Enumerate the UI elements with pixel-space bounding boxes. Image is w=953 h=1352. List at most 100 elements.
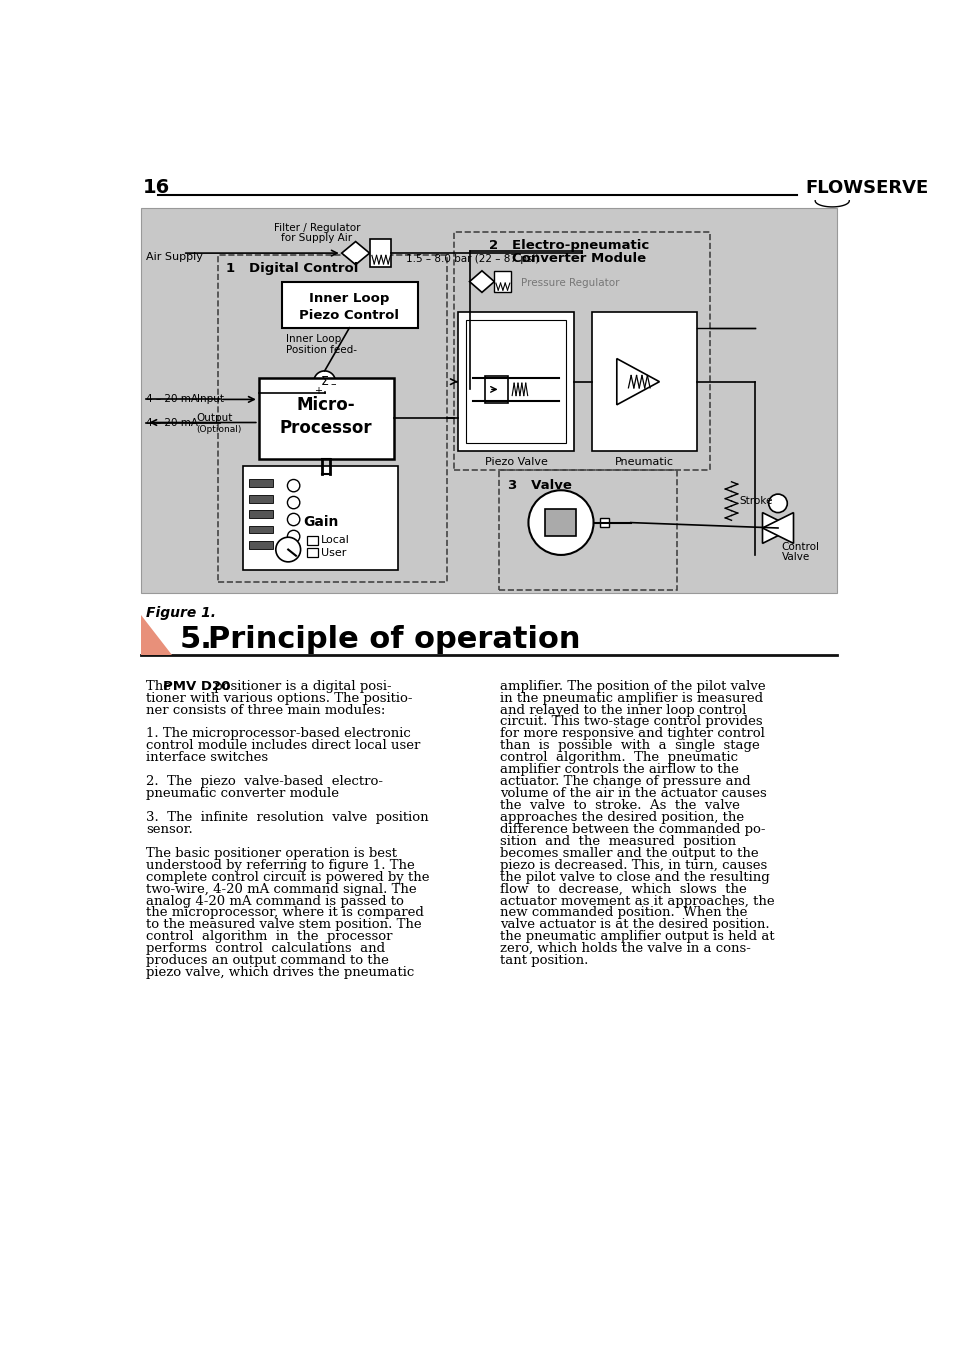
Bar bbox=[282, 281, 417, 327]
Bar bbox=[218, 254, 447, 581]
Bar bbox=[457, 312, 574, 452]
Text: 1.5 – 8.0 bar (22 – 87 psi): 1.5 – 8.0 bar (22 – 87 psi) bbox=[406, 254, 538, 264]
Text: and relayed to the inner loop control: and relayed to the inner loop control bbox=[499, 703, 745, 717]
Text: in the pneumatic amplifier is measured: in the pneumatic amplifier is measured bbox=[499, 692, 762, 704]
Text: control module includes direct local user: control module includes direct local use… bbox=[146, 740, 420, 752]
Polygon shape bbox=[617, 358, 659, 404]
Circle shape bbox=[314, 370, 335, 392]
Text: control  algorithm  in  the  processor: control algorithm in the processor bbox=[146, 930, 393, 944]
Text: –: – bbox=[330, 379, 335, 389]
Text: the  valve  to  stroke.  As  the  valve: the valve to stroke. As the valve bbox=[499, 799, 739, 813]
Text: Valve: Valve bbox=[781, 552, 809, 562]
Bar bbox=[249, 541, 273, 549]
Text: 4 – 20 mA: 4 – 20 mA bbox=[146, 395, 198, 404]
Text: tioner with various options. The positio-: tioner with various options. The positio… bbox=[146, 692, 413, 704]
Text: Principle of operation: Principle of operation bbox=[208, 625, 580, 654]
Text: actuator movement as it approaches, the: actuator movement as it approaches, the bbox=[499, 895, 774, 907]
Bar bbox=[141, 208, 836, 594]
Bar bbox=[494, 270, 511, 292]
Text: 5.: 5. bbox=[179, 625, 213, 654]
Text: new commanded position.  When the: new commanded position. When the bbox=[499, 906, 746, 919]
Circle shape bbox=[287, 530, 299, 542]
Text: complete control circuit is powered by the: complete control circuit is powered by t… bbox=[146, 871, 430, 884]
Bar bbox=[307, 548, 317, 557]
Text: 2.  The  piezo  valve-based  electro-: 2. The piezo valve-based electro- bbox=[146, 775, 383, 788]
Text: for more responsive and tighter control: for more responsive and tighter control bbox=[499, 727, 764, 741]
Bar bbox=[369, 239, 391, 266]
Text: Pressure Regulator: Pressure Regulator bbox=[520, 279, 618, 288]
Text: difference between the commanded po-: difference between the commanded po- bbox=[499, 823, 764, 836]
Text: than  is  possible  with  a  single  stage: than is possible with a single stage bbox=[499, 740, 759, 752]
Circle shape bbox=[768, 493, 786, 512]
Text: Air Supply: Air Supply bbox=[146, 251, 203, 262]
Bar bbox=[249, 526, 273, 534]
Text: The: The bbox=[146, 680, 175, 692]
Text: Filter / Regulator: Filter / Regulator bbox=[274, 223, 359, 234]
Text: flow  to  decrease,  which  slows  the: flow to decrease, which slows the bbox=[499, 883, 746, 895]
Text: Inner Loop: Inner Loop bbox=[286, 334, 341, 345]
Text: piezo valve, which drives the pneumatic: piezo valve, which drives the pneumatic bbox=[146, 967, 415, 979]
Text: sensor.: sensor. bbox=[146, 823, 193, 836]
Text: amplifier controls the airflow to the: amplifier controls the airflow to the bbox=[499, 764, 738, 776]
Bar bbox=[243, 466, 397, 571]
Bar bbox=[454, 231, 709, 470]
Text: Position feed-: Position feed- bbox=[286, 345, 356, 356]
Bar bbox=[592, 312, 696, 452]
Text: Stroke: Stroke bbox=[739, 496, 772, 506]
Text: performs  control  calculations  and: performs control calculations and bbox=[146, 942, 385, 956]
Text: to the measured valve stem position. The: to the measured valve stem position. The bbox=[146, 918, 421, 932]
Text: the pilot valve to close and the resulting: the pilot valve to close and the resulti… bbox=[499, 871, 769, 884]
Text: Piezo Control: Piezo Control bbox=[299, 310, 399, 322]
Text: Gain: Gain bbox=[303, 515, 338, 529]
Text: 1   Digital Control: 1 Digital Control bbox=[226, 262, 358, 274]
Text: produces an output command to the: produces an output command to the bbox=[146, 955, 389, 967]
Text: Micro-: Micro- bbox=[296, 396, 355, 414]
Text: Figure 1.: Figure 1. bbox=[146, 606, 216, 619]
Circle shape bbox=[275, 537, 300, 562]
Text: Piezo Valve: Piezo Valve bbox=[484, 457, 547, 466]
Text: amplifier. The position of the pilot valve: amplifier. The position of the pilot val… bbox=[499, 680, 764, 692]
Text: the microprocessor, where it is compared: the microprocessor, where it is compared bbox=[146, 906, 424, 919]
Text: (Optional): (Optional) bbox=[196, 425, 242, 434]
Bar bbox=[498, 470, 677, 589]
Text: Local: Local bbox=[320, 534, 349, 545]
Text: control  algorithm.  The  pneumatic: control algorithm. The pneumatic bbox=[499, 752, 737, 764]
Text: 1. The microprocessor-based electronic: 1. The microprocessor-based electronic bbox=[146, 727, 411, 741]
Polygon shape bbox=[761, 512, 793, 544]
Bar bbox=[599, 518, 608, 527]
Text: Output: Output bbox=[196, 412, 233, 423]
Text: understood by referring to figure 1. The: understood by referring to figure 1. The bbox=[146, 859, 415, 872]
Bar bbox=[249, 495, 273, 503]
Text: ner consists of three main modules:: ner consists of three main modules: bbox=[146, 703, 385, 717]
Text: pneumatic converter module: pneumatic converter module bbox=[146, 787, 339, 800]
Text: +: + bbox=[314, 385, 322, 396]
Text: 4 – 20 mA: 4 – 20 mA bbox=[146, 418, 198, 427]
Text: piezo is decreased. This, in turn, causes: piezo is decreased. This, in turn, cause… bbox=[499, 859, 766, 872]
Bar bbox=[249, 510, 273, 518]
Text: zero, which holds the valve in a cons-: zero, which holds the valve in a cons- bbox=[499, 942, 750, 956]
Text: two-wire, 4-20 mA command signal. The: two-wire, 4-20 mA command signal. The bbox=[146, 883, 416, 895]
Text: positioner is a digital posi-: positioner is a digital posi- bbox=[210, 680, 391, 692]
Bar bbox=[249, 480, 273, 487]
Circle shape bbox=[287, 514, 299, 526]
Text: actuator. The change of pressure and: actuator. The change of pressure and bbox=[499, 775, 750, 788]
Text: 3.  The  infinite  resolution  valve  position: 3. The infinite resolution valve positio… bbox=[146, 811, 429, 823]
Circle shape bbox=[287, 480, 299, 492]
Text: User: User bbox=[320, 548, 346, 557]
Bar bbox=[258, 377, 394, 458]
Text: Converter Module: Converter Module bbox=[512, 251, 645, 265]
Polygon shape bbox=[341, 242, 369, 265]
Text: circuit. This two-stage control provides: circuit. This two-stage control provides bbox=[499, 715, 761, 729]
Polygon shape bbox=[141, 615, 172, 654]
Text: FLOWSERVE: FLOWSERVE bbox=[804, 178, 927, 196]
Text: Inner Loop: Inner Loop bbox=[309, 292, 389, 306]
Text: 2   Electro-pneumatic: 2 Electro-pneumatic bbox=[488, 239, 648, 251]
Text: Input: Input bbox=[196, 395, 224, 404]
Text: PMV D20: PMV D20 bbox=[163, 680, 231, 692]
Text: analog 4-20 mA command is passed to: analog 4-20 mA command is passed to bbox=[146, 895, 404, 907]
Text: for Supply Air: for Supply Air bbox=[281, 233, 352, 243]
Text: The basic positioner operation is best: The basic positioner operation is best bbox=[146, 846, 397, 860]
Text: Pneumatic: Pneumatic bbox=[614, 457, 673, 466]
Text: Control: Control bbox=[781, 542, 819, 552]
Text: valve actuator is at the desired position.: valve actuator is at the desired positio… bbox=[499, 918, 768, 932]
